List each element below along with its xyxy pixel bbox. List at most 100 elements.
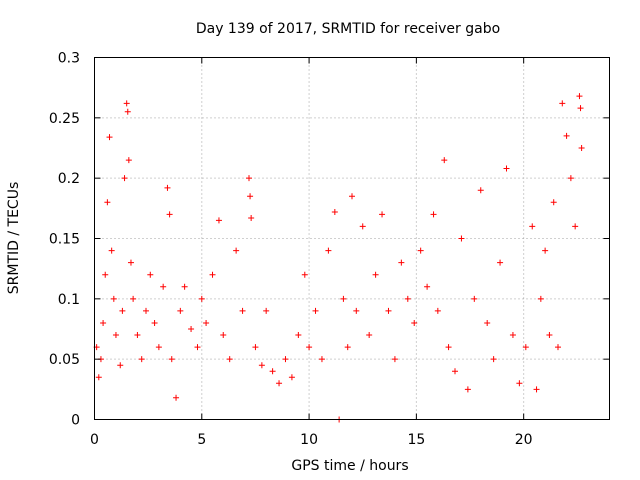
data-point bbox=[100, 319, 107, 326]
data-point bbox=[559, 100, 566, 107]
data-point bbox=[391, 356, 398, 363]
data-point bbox=[209, 271, 216, 278]
data-point bbox=[125, 157, 132, 164]
data-point bbox=[138, 356, 145, 363]
data-point bbox=[522, 344, 529, 351]
data-point bbox=[318, 356, 325, 363]
plot-frame bbox=[94, 57, 610, 420]
data-point bbox=[301, 271, 308, 278]
x-tick-label: 20 bbox=[515, 432, 533, 448]
axis-ticks bbox=[94, 57, 610, 420]
y-tick-label: 0.2 bbox=[58, 171, 80, 187]
data-point bbox=[464, 386, 471, 393]
x-axis-label: GPS time / hours bbox=[291, 458, 408, 474]
y-tick-label: 0.1 bbox=[58, 292, 80, 308]
data-point bbox=[248, 214, 255, 221]
data-point bbox=[177, 307, 184, 314]
data-point bbox=[134, 332, 141, 339]
data-point bbox=[533, 386, 540, 393]
y-tick-label: 0.05 bbox=[49, 352, 80, 368]
data-point bbox=[529, 223, 536, 230]
x-tick-label: 0 bbox=[90, 432, 99, 448]
data-point bbox=[220, 332, 227, 339]
data-point bbox=[411, 319, 418, 326]
data-point bbox=[203, 319, 210, 326]
data-point bbox=[366, 332, 373, 339]
y-tick-label: 0.25 bbox=[49, 111, 80, 127]
data-point bbox=[110, 295, 117, 302]
data-point bbox=[194, 344, 201, 351]
data-point bbox=[130, 295, 137, 302]
data-point bbox=[331, 208, 338, 215]
data-point bbox=[555, 344, 561, 351]
data-point bbox=[252, 344, 259, 351]
data-point bbox=[288, 374, 295, 381]
data-point bbox=[563, 132, 570, 139]
data-point bbox=[578, 145, 585, 151]
data-point bbox=[282, 356, 289, 363]
y-tick-label: 0.3 bbox=[58, 51, 80, 67]
data-point bbox=[424, 283, 431, 290]
data-point bbox=[306, 344, 313, 351]
data-point bbox=[151, 319, 158, 326]
data-point bbox=[173, 394, 180, 401]
data-point bbox=[233, 247, 240, 254]
data-point bbox=[379, 211, 386, 218]
data-point bbox=[166, 211, 173, 218]
data-point bbox=[434, 307, 441, 314]
data-point bbox=[312, 307, 319, 314]
data-point bbox=[258, 362, 265, 369]
data-point bbox=[497, 259, 504, 266]
data-point bbox=[108, 247, 115, 254]
data-point bbox=[484, 319, 491, 326]
data-point bbox=[445, 344, 452, 351]
data-point bbox=[353, 307, 360, 314]
data-point bbox=[112, 332, 119, 339]
data-point bbox=[385, 307, 392, 314]
data-point bbox=[123, 100, 130, 107]
data-point bbox=[349, 193, 355, 200]
data-point bbox=[340, 295, 347, 302]
data-point bbox=[503, 165, 510, 172]
data-point bbox=[325, 247, 332, 254]
data-point bbox=[537, 295, 544, 302]
data-point bbox=[269, 368, 276, 375]
data-point bbox=[198, 295, 205, 302]
data-point bbox=[246, 175, 252, 182]
data-point bbox=[567, 175, 574, 182]
data-point bbox=[477, 187, 484, 194]
data-point bbox=[417, 247, 424, 254]
y-tick-label: 0.15 bbox=[49, 232, 80, 248]
data-point bbox=[95, 374, 102, 381]
data-point bbox=[546, 332, 553, 339]
grid-lines bbox=[94, 57, 610, 420]
data-point bbox=[127, 259, 134, 266]
data-point bbox=[344, 344, 351, 351]
data-point bbox=[398, 259, 405, 266]
data-point bbox=[155, 344, 162, 351]
data-point bbox=[164, 184, 171, 191]
data-point bbox=[490, 356, 497, 363]
data-point bbox=[516, 380, 523, 387]
data-point bbox=[471, 295, 478, 302]
data-points bbox=[93, 93, 585, 423]
data-point bbox=[188, 326, 195, 332]
data-point bbox=[359, 223, 366, 230]
x-tick-label: 15 bbox=[407, 432, 425, 448]
data-point bbox=[119, 307, 126, 314]
y-tick-labels: 0 0.05 0.1 0.15 0.2 0.25 0.3 bbox=[49, 51, 80, 429]
x-tick-label: 10 bbox=[300, 432, 318, 448]
data-point bbox=[441, 157, 448, 164]
y-axis-label: SRMTID / TECUs bbox=[6, 182, 22, 295]
data-point bbox=[147, 271, 154, 278]
data-point bbox=[168, 356, 175, 363]
data-point bbox=[372, 271, 379, 278]
data-point bbox=[577, 105, 584, 112]
data-point bbox=[509, 332, 516, 339]
x-tick-label: 5 bbox=[197, 432, 206, 448]
data-point bbox=[181, 283, 188, 290]
data-point bbox=[143, 307, 149, 314]
data-point bbox=[550, 199, 557, 206]
chart-title: Day 139 of 2017, SRMTID for receiver gab… bbox=[196, 21, 500, 37]
